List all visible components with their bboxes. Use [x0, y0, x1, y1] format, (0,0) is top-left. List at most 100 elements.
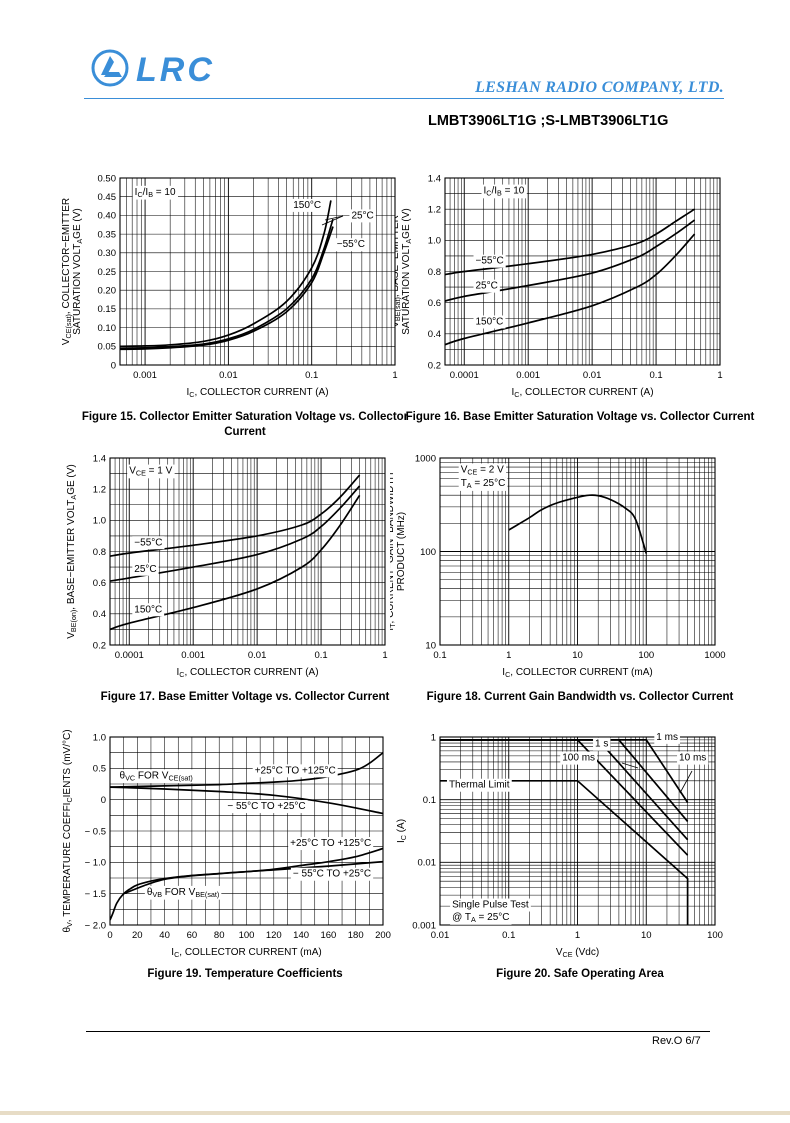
- x-axis-label: IC, COLLECTOR CURRENT (mA): [502, 667, 652, 679]
- y-tick-label: 0.6: [93, 578, 106, 589]
- leader-line: [679, 770, 693, 794]
- revision-label: Rev.O 6/7: [652, 1035, 701, 1047]
- y-axis-label: VCE(sat), COLLECTOR−EMITTER: [61, 198, 73, 345]
- annotation-label-bg: [560, 751, 598, 765]
- y-axis-label: VBE(on), BASE−EMITTER VOLTAGE (V): [66, 464, 78, 639]
- annotation-label-bg: [446, 778, 512, 792]
- y-tick-label: 0.15: [98, 304, 117, 315]
- annotation-label: 25°C: [351, 210, 373, 221]
- grid: [439, 737, 715, 926]
- condition-label: TA = 25°C: [461, 478, 506, 490]
- x-tick-label: 0.1: [305, 370, 318, 381]
- company-logo: LRC: [91, 49, 212, 89]
- y-tick-label: 0.4: [93, 609, 106, 620]
- annotation-label: −55°C: [337, 239, 365, 250]
- caption-figure-15: Figure 15. Collector Emitter Saturation …: [81, 411, 409, 438]
- condition-label-bg: [458, 463, 507, 478]
- leader-line: [621, 762, 639, 769]
- x-tick-label: 140: [293, 930, 309, 941]
- annotation-label: 150°C: [293, 200, 321, 211]
- chart-figure-18: 0.1 1 10 100 1000 10 100 1000 IC, COLLECTOR CURR…: [390, 453, 726, 679]
- series-line-0: [110, 474, 361, 558]
- y-tick-label: 0.01: [418, 858, 437, 869]
- series-line-2: [120, 226, 334, 351]
- annotation-label-bg: [144, 885, 222, 900]
- y-tick-label: 0.20: [98, 286, 117, 297]
- grid: [439, 458, 715, 646]
- plot-frame: [444, 177, 721, 366]
- footer-rule: [86, 1031, 710, 1032]
- x-tick-label: 80: [214, 930, 225, 941]
- y-tick-label: 0: [101, 795, 106, 806]
- x-tick-label: 0.01: [431, 930, 450, 941]
- x-tick-label: 1: [575, 930, 580, 941]
- y-tick-label: − 2.0: [85, 920, 106, 931]
- series-line-1: [110, 485, 361, 582]
- x-tick-label: 1: [382, 650, 387, 661]
- y-tick-label: − 1.0: [85, 858, 106, 869]
- page-bottom-band: [0, 1111, 790, 1115]
- condition-label-bg: [450, 898, 531, 912]
- series-line-2: [110, 494, 361, 631]
- leader-line: [324, 215, 344, 221]
- annotation-label: − 55°C TO +25°C: [227, 801, 305, 812]
- x-axis-label: IC, COLLECTOR CURRENT (A): [511, 387, 653, 399]
- y-tick-label: − 0.5: [85, 826, 106, 837]
- annotation-label: 100 ms: [562, 753, 595, 764]
- series-group: [440, 739, 689, 925]
- caption-figure-20: Figure 20. Safe Operating Area: [496, 968, 664, 980]
- annotation-label: Thermal Limit: [449, 780, 510, 791]
- y-tick-label: 0.001: [412, 920, 436, 931]
- series-line-4: [440, 739, 689, 803]
- annotation-label-bg: [132, 562, 159, 576]
- y-tick-label: 0.25: [98, 267, 117, 278]
- x-tick-label: 10: [572, 650, 583, 661]
- y-axis-label: fT, CURRENT−GAIN−BANDWIDTH: [390, 472, 397, 630]
- grid: [109, 457, 385, 646]
- y-tick-label: 0: [111, 360, 116, 371]
- y-tick-label: 0.1: [423, 795, 436, 806]
- series-line-2: [445, 233, 696, 346]
- header-rule: [84, 98, 724, 99]
- plot-frame: [439, 736, 716, 926]
- annotation-label: −55°C: [134, 537, 162, 548]
- plot-frame: [109, 457, 386, 646]
- chart-figure-19: 0 20 40 60 80 100 120 140 160 180 200 − 2.0 − 1.5 − 1…: [62, 729, 391, 958]
- x-tick-label: 180: [348, 930, 364, 941]
- annotation-label-bg: [593, 737, 611, 751]
- series-line-0: [120, 200, 332, 348]
- y-tick-label: 1.0: [428, 236, 441, 247]
- condition-label-bg: [450, 911, 512, 925]
- x-tick-label: 120: [266, 930, 282, 941]
- x-tick-label: 20: [132, 930, 143, 941]
- condition-label: IC/IB = 10: [483, 186, 524, 198]
- y-tick-label: − 1.5: [85, 889, 106, 900]
- x-tick-label: 40: [159, 930, 170, 941]
- y-tick-label: 1.4: [428, 173, 441, 184]
- annotation-label: 25°C: [134, 564, 156, 575]
- annotation-label: θVC FOR VCE(sat): [120, 770, 193, 782]
- y-tick-label: 1.2: [93, 484, 106, 495]
- y-tick-label: 0.8: [93, 547, 106, 558]
- x-tick-label: 0.001: [516, 370, 540, 381]
- caption-figure-17: Figure 17. Base Emitter Voltage vs. Coll…: [100, 691, 390, 703]
- annotation-label-bg: [349, 209, 376, 223]
- y-tick-label: 0.2: [93, 640, 106, 651]
- condition-label: Single Pulse Test: [452, 900, 529, 911]
- y-tick-label: 0.30: [98, 248, 117, 259]
- plot-frame: [109, 736, 384, 926]
- x-tick-label: 0.01: [248, 650, 267, 661]
- annotation-label: 10 ms: [679, 753, 706, 764]
- caption-figure-16: Figure 16. Base Emitter Saturation Volta…: [405, 411, 755, 423]
- annotation-label-bg: [654, 730, 680, 744]
- y-tick-label: 0.6: [428, 298, 441, 309]
- series-line-0: [508, 494, 648, 554]
- y-tick-label: 0.35: [98, 229, 117, 240]
- annotation-label: 25°C: [476, 281, 498, 292]
- annotation-label-bg: [473, 279, 500, 293]
- y-tick-label: 1: [431, 732, 436, 743]
- condition-label: VCE = 1 V: [129, 466, 172, 478]
- y-axis-label: PRODUCT (MHz): [396, 512, 407, 591]
- condition-label-bg: [458, 477, 508, 491]
- x-tick-label: 0.0001: [115, 650, 144, 661]
